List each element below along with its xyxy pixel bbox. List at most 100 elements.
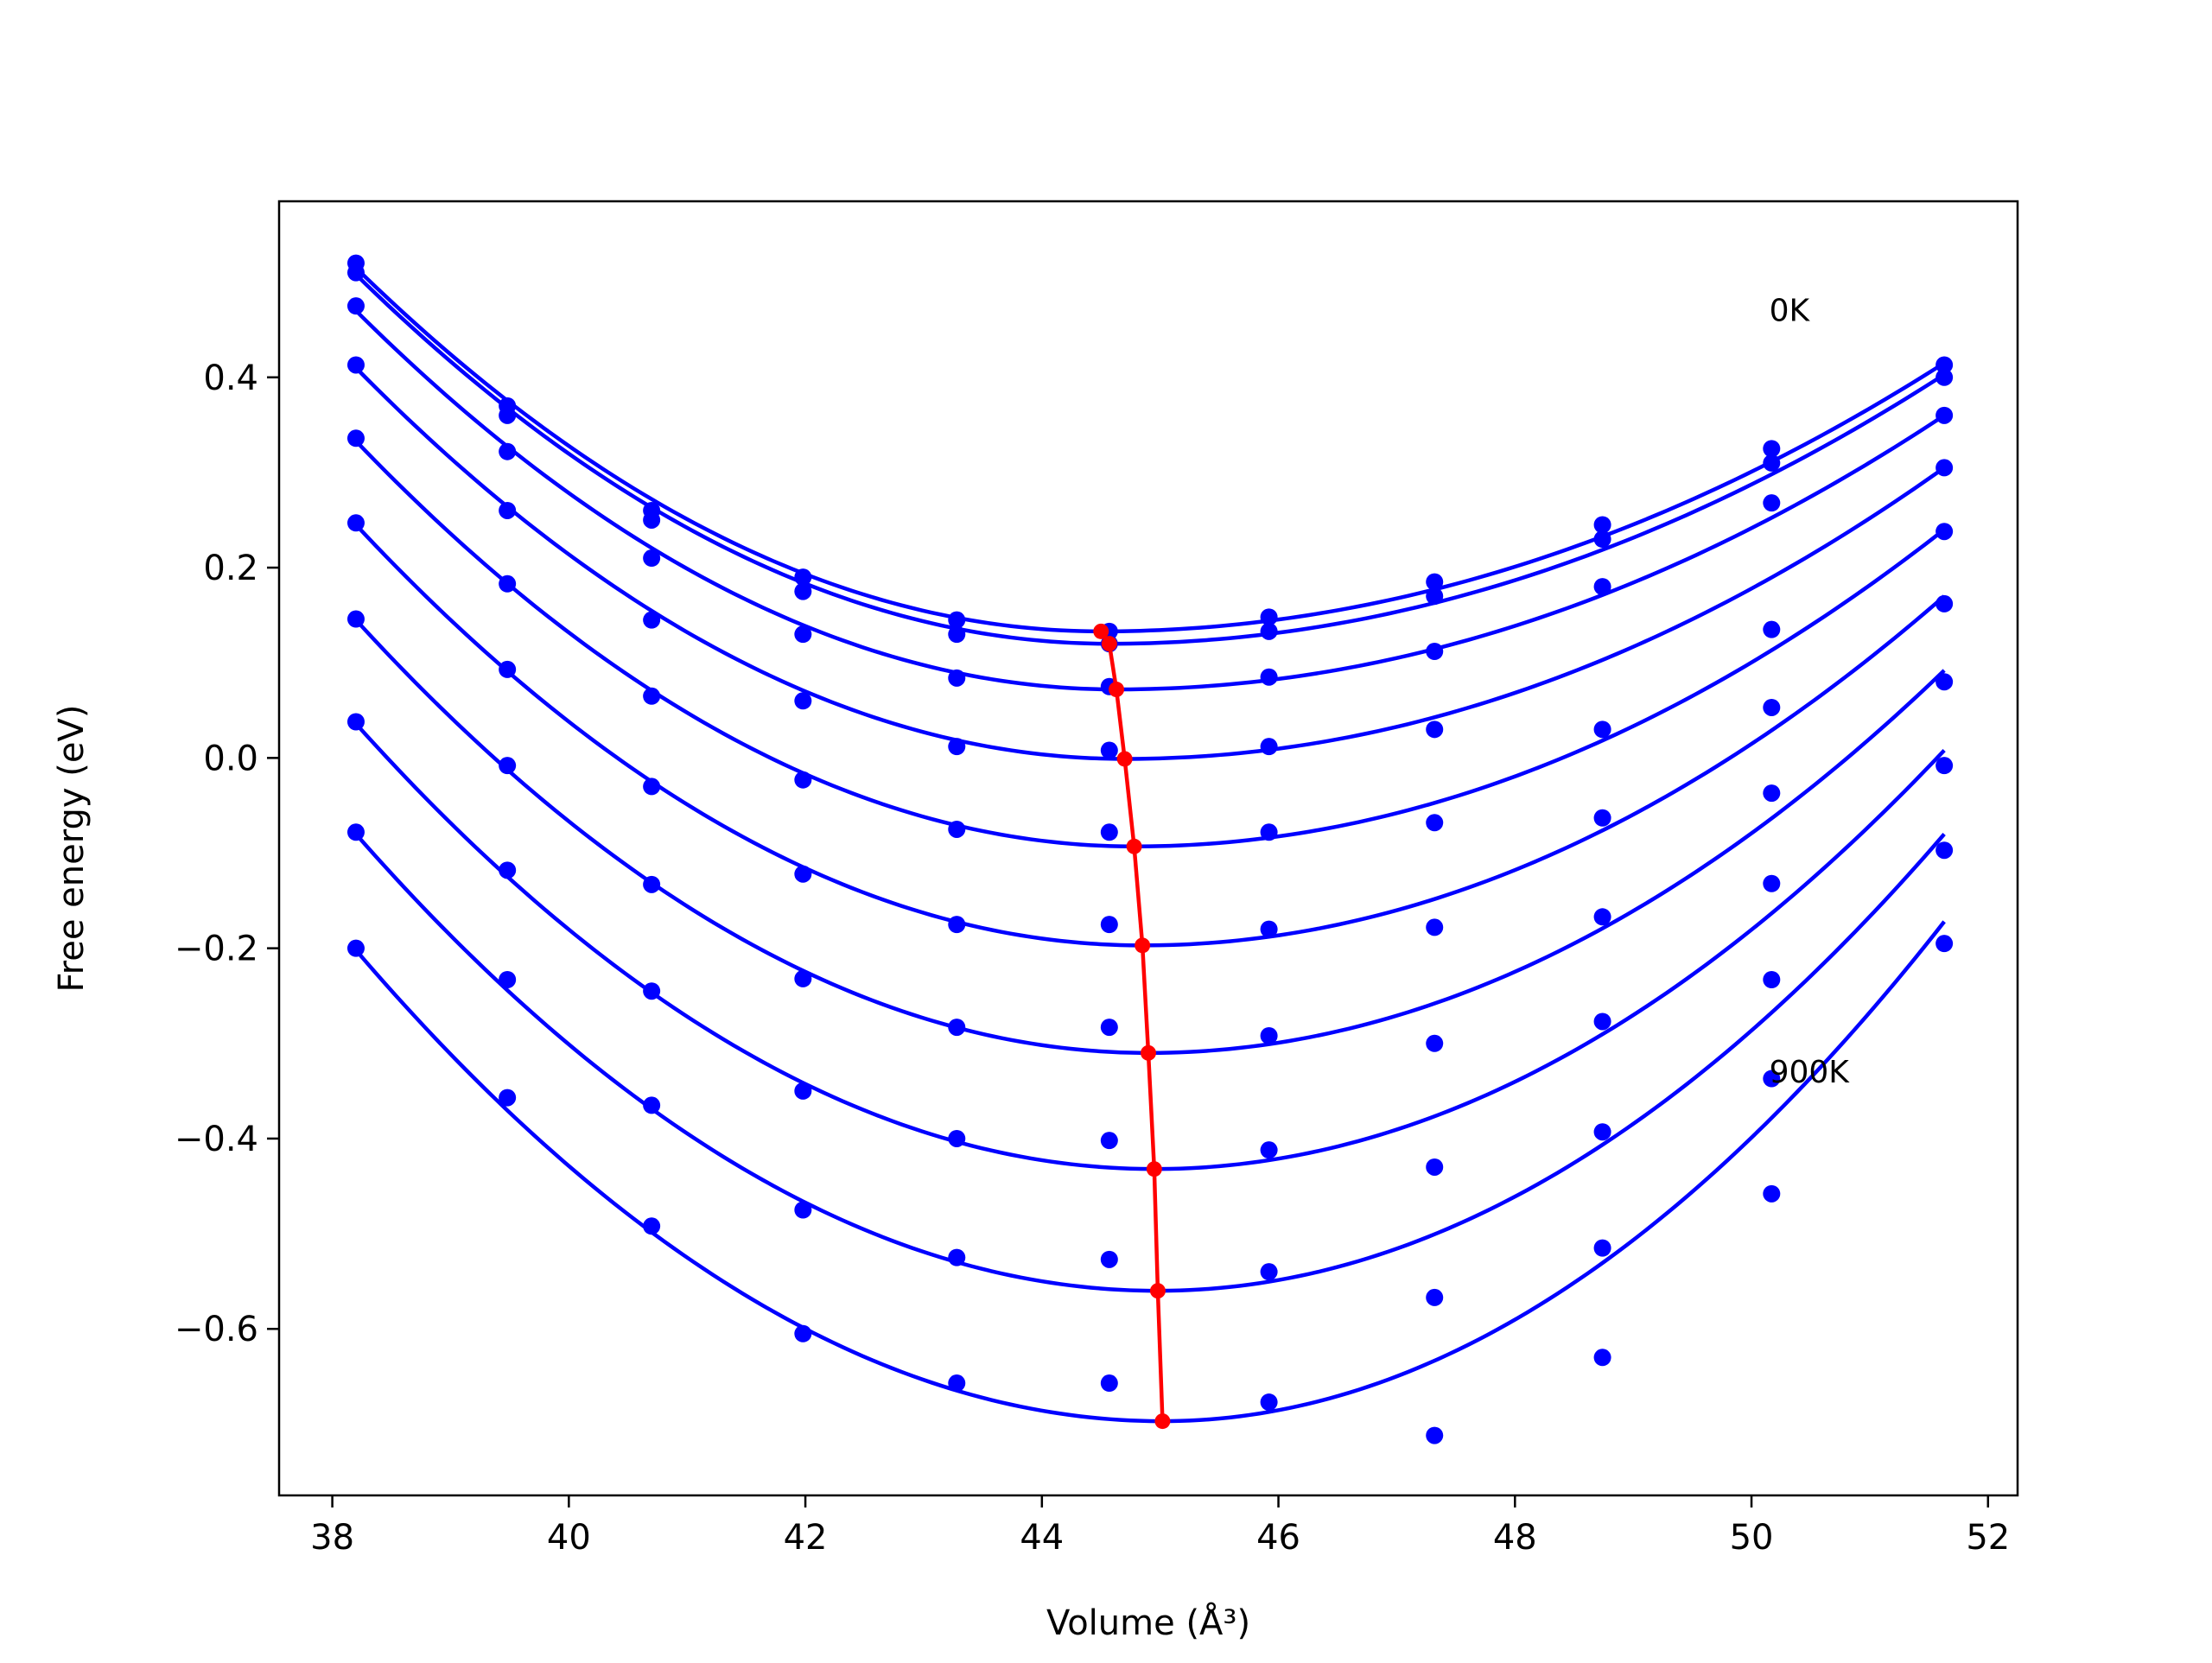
x-axis-label: Volume (Å³)	[1046, 1602, 1250, 1643]
data-points	[346, 254, 1954, 1444]
fit-curve-4	[354, 366, 1946, 761]
data-point-s9-5	[948, 1248, 966, 1266]
data-point-s8-10	[1763, 971, 1781, 988]
data-point-s10-7	[1260, 1393, 1278, 1412]
y-axis-ticks: −0.6 −0.4 −0.2 0.0 0.2 0.4	[175, 359, 279, 1349]
data-point-s1-5	[948, 611, 966, 629]
data-point-s9-10	[1763, 1070, 1781, 1088]
data-point-s4-10	[1763, 620, 1781, 638]
data-point-s7-6	[1100, 1019, 1118, 1037]
data-point-s7-1	[346, 610, 365, 628]
data-point-s10-4	[794, 1324, 812, 1342]
data-point-s10-10	[1763, 1184, 1781, 1203]
data-point-s2-4	[794, 582, 812, 600]
minimum-point-2	[1101, 636, 1117, 652]
data-point-s6-4	[794, 865, 812, 883]
data-point-s7-9	[1593, 1012, 1611, 1031]
data-point-s3-8	[1426, 643, 1444, 660]
fit-curve-3	[354, 309, 1946, 692]
minimum-point-1	[1093, 623, 1109, 639]
data-point-s6-1	[346, 514, 365, 532]
minimum-point-9	[1149, 1283, 1166, 1299]
data-point-s6-3	[643, 778, 661, 796]
data-point-s5-5	[948, 820, 966, 838]
data-point-s9-2	[499, 971, 517, 988]
data-point-s3-11	[1936, 406, 1954, 424]
data-point-s3-9	[1593, 578, 1611, 596]
y-tick-label: −0.6	[175, 1310, 258, 1349]
annotations: 0K 900K	[1770, 294, 1851, 1090]
data-point-s5-7	[1260, 823, 1278, 841]
data-point-s2-8	[1426, 587, 1444, 606]
x-tick-label: 50	[1730, 1518, 1774, 1558]
x-tick-label: 48	[1493, 1518, 1537, 1558]
data-point-s7-8	[1426, 1034, 1444, 1052]
y-tick-label: 0.4	[203, 359, 258, 398]
x-tick-label: 40	[547, 1518, 591, 1558]
data-point-s7-11	[1936, 673, 1954, 691]
data-point-s10-6	[1100, 1374, 1118, 1393]
data-point-s2-5	[948, 625, 966, 644]
y-axis-label: Free energy (eV)	[52, 705, 92, 993]
minimum-point-3	[1109, 682, 1125, 698]
data-point-s4-7	[1260, 738, 1278, 756]
plot-frame	[277, 200, 2019, 1497]
fit-curve-10	[354, 920, 1946, 1424]
data-point-s1-10	[1763, 440, 1781, 458]
data-point-s2-10	[1763, 454, 1781, 472]
x-tick-label: 44	[1020, 1518, 1064, 1558]
y-tick-label: −0.4	[175, 1120, 258, 1159]
data-point-s6-2	[499, 660, 517, 678]
data-point-s3-1	[346, 297, 365, 315]
data-point-s10-8	[1426, 1426, 1444, 1444]
data-point-s4-6	[1100, 741, 1118, 759]
data-point-s9-3	[643, 1096, 661, 1114]
data-point-s7-5	[948, 1019, 966, 1037]
minimum-point-4	[1116, 751, 1133, 767]
minimum-point-6	[1135, 937, 1151, 954]
data-point-s10-1	[346, 939, 365, 957]
minimum-point-5	[1126, 838, 1142, 854]
data-point-s5-4	[794, 771, 812, 789]
data-point-s5-1	[346, 429, 365, 447]
data-point-s2-2	[499, 406, 517, 424]
data-point-s10-2	[499, 1089, 517, 1107]
data-point-s7-4	[794, 969, 812, 987]
data-point-s7-2	[499, 757, 517, 775]
fit-curve-1	[354, 266, 1946, 634]
data-point-s9-4	[794, 1201, 812, 1219]
data-point-s4-9	[1593, 720, 1611, 739]
data-point-s7-7	[1260, 1026, 1278, 1044]
data-point-s8-9	[1593, 1123, 1611, 1141]
data-point-s3-3	[643, 549, 661, 568]
data-point-s5-2	[499, 574, 517, 593]
data-point-s7-3	[643, 875, 661, 893]
data-point-s2-9	[1593, 530, 1611, 549]
data-point-s8-5	[948, 1129, 966, 1147]
data-point-s6-7	[1260, 920, 1278, 938]
data-point-s7-10	[1763, 874, 1781, 892]
data-point-s9-1	[346, 823, 365, 841]
y-tick-label: −0.2	[175, 930, 258, 969]
data-point-s8-11	[1936, 757, 1954, 775]
data-point-s8-6	[1100, 1132, 1118, 1150]
data-point-s2-7	[1260, 622, 1278, 640]
x-tick-label: 52	[1966, 1518, 2010, 1558]
data-point-s6-8	[1426, 918, 1444, 936]
data-point-s3-5	[948, 669, 966, 687]
data-point-s5-9	[1593, 809, 1611, 827]
data-point-s10-9	[1593, 1349, 1611, 1367]
data-point-s9-8	[1426, 1288, 1444, 1306]
y-tick-label: 0.0	[203, 739, 258, 778]
data-point-s6-11	[1936, 594, 1954, 613]
data-point-s1-9	[1593, 516, 1611, 534]
fit-curve-5	[354, 440, 1946, 849]
x-tick-label: 38	[310, 1518, 354, 1558]
data-point-s1-7	[1260, 608, 1278, 626]
data-point-s5-8	[1426, 814, 1444, 832]
data-point-s8-2	[499, 861, 517, 879]
data-point-s3-4	[794, 625, 812, 644]
data-point-s3-2	[499, 442, 517, 460]
data-point-s6-6	[1100, 916, 1118, 934]
data-point-s5-6	[1100, 823, 1118, 841]
